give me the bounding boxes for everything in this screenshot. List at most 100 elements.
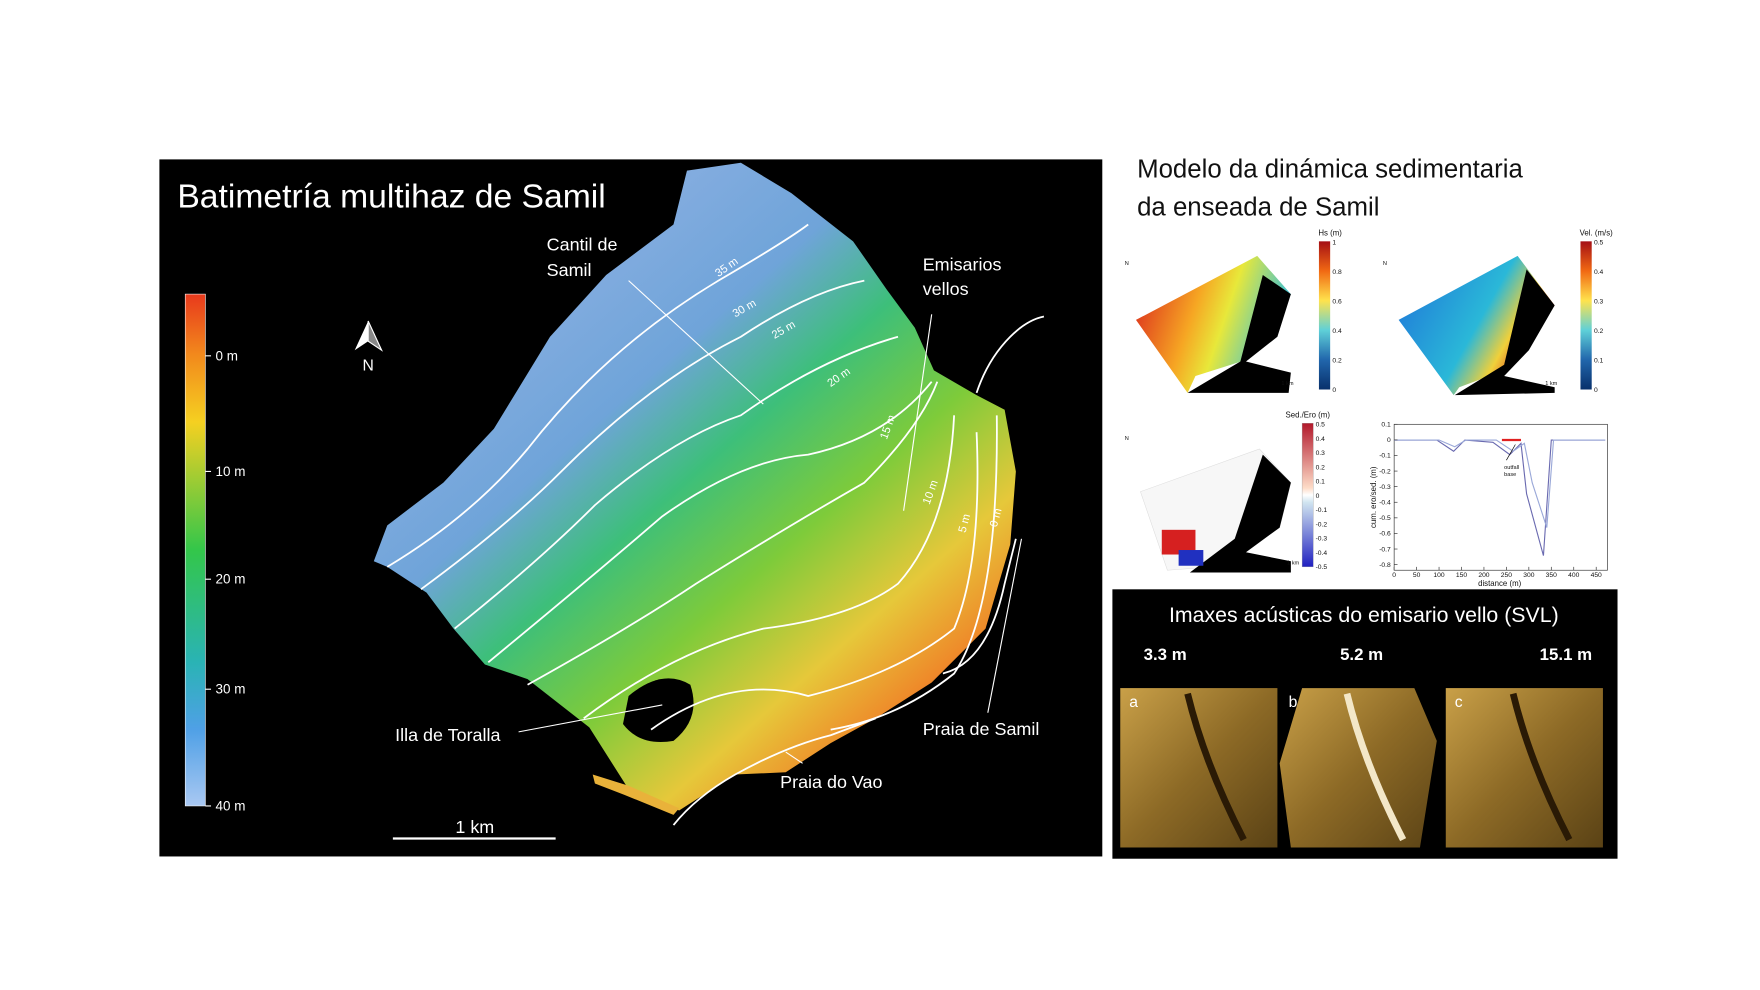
breakwater [592, 774, 680, 815]
map-scale: 1 km [1545, 381, 1557, 387]
x-tick-label: 400 [1568, 572, 1579, 579]
depth-tick-label: 30 m [216, 682, 246, 697]
scale-bar-label: 1 km [455, 817, 494, 837]
depth-tick-label: 10 m [216, 464, 246, 479]
colorbar-tick-label: -0.4 [1316, 550, 1328, 557]
image-letter: b [1289, 694, 1298, 711]
colorbar-tick-label: -0.5 [1316, 564, 1328, 571]
x-axis-label: distance (m) [1478, 579, 1522, 588]
north-label: N [1125, 436, 1129, 442]
x-tick-label: 200 [1478, 572, 1489, 579]
colorbar-tick-label: 0 [1594, 387, 1598, 394]
velocity-colorbar [1580, 241, 1592, 390]
contour-label: 0 m [988, 507, 1004, 528]
sediment-area [1178, 550, 1204, 566]
land [1454, 269, 1555, 396]
acoustic-images: 3.3 m 5.2 m 15.1 m a b c [1120, 645, 1603, 848]
depth-label: 5.2 m [1340, 645, 1383, 664]
colorbar-tick-label: -0.3 [1316, 536, 1328, 543]
y-tick-label: -0.7 [1379, 546, 1391, 553]
profile-annotation: outfall [1504, 465, 1519, 471]
map-label: Cantil de [547, 234, 618, 254]
sonar-image [1445, 688, 1603, 848]
y-tick-label: 0.1 [1381, 422, 1391, 429]
north-label: N [1125, 261, 1129, 267]
model-title: da enseada de Samil [1137, 194, 1379, 222]
depth-tick-label: 20 m [216, 572, 246, 587]
x-tick-label: 300 [1523, 572, 1534, 579]
image-letter: a [1129, 694, 1138, 711]
leader-lines [518, 280, 1023, 764]
map-label: vellos [923, 279, 969, 299]
colorbar-tick-label: 0 [1332, 387, 1336, 394]
map-label: Samil [547, 260, 592, 280]
x-tick-label: 100 [1433, 572, 1444, 579]
colorbar-tick-label: 0.2 [1316, 464, 1326, 471]
colorbar-tick-label: 0.5 [1594, 240, 1604, 247]
island [622, 678, 694, 742]
y-tick-label: -0.1 [1379, 453, 1391, 460]
land [1187, 275, 1291, 393]
colorbar-tick-label: 0.2 [1332, 357, 1342, 364]
velocity-map [1398, 255, 1555, 396]
map-label: Illa de Toralla [395, 725, 500, 745]
depth-label: 15.1 m [1540, 645, 1592, 664]
contour-lines [386, 223, 1045, 826]
x-tick-label: 150 [1456, 572, 1467, 579]
land [1189, 454, 1291, 573]
y-tick-label: -0.6 [1379, 531, 1391, 538]
acoustic-title: Imaxes acústicas do emisario vello (SVL) [1169, 603, 1559, 627]
north-label: N [363, 357, 374, 374]
depth-label: 3.3 m [1144, 645, 1187, 664]
colorbar-ticks: 1 0.8 0.6 0.4 0.2 0 0.5 0.4 0.3 0.2 0.1 0 0.5 0.4 0.3 0… [1316, 240, 1604, 571]
colorbar-tick-label: -0.1 [1316, 507, 1328, 514]
outfall-trace [1184, 692, 1247, 842]
north-label: N [1383, 261, 1387, 267]
wave-height-colorbar [1318, 241, 1331, 390]
colorbar-tick-label: -0.2 [1316, 521, 1328, 528]
depth-tick-label: 40 m [216, 798, 246, 813]
colorbar-tick-label: 0.1 [1316, 479, 1326, 486]
content: Batimetría multihaz de Samil 0 m10 m20 m… [159, 155, 1618, 859]
map-scale: 1 km [1281, 381, 1293, 387]
x-tick-label: 250 [1501, 572, 1512, 579]
x-tick-label: 450 [1591, 572, 1602, 579]
colorbar-tick-label: 0.4 [1316, 436, 1326, 443]
map-label: Emisarios [923, 255, 1002, 275]
colorbar-label: Hs (m) [1318, 229, 1342, 238]
depth-ticks: 0 m 10 m 20 m 30 m 40 m [205, 348, 245, 813]
x-tick-label: 50 [1413, 572, 1421, 579]
y-tick-label: 0 [1387, 437, 1391, 444]
profile-annotation: base [1504, 472, 1516, 478]
colorbar-tick-label: 0.4 [1594, 269, 1604, 276]
colorbar-tick-label: 0.6 [1332, 299, 1342, 306]
y-tick-label: -0.2 [1379, 468, 1391, 475]
sonar-image [1120, 688, 1278, 848]
colorbar-label: Vel. (m/s) [1580, 229, 1614, 238]
wave-height-map [1135, 255, 1291, 393]
contour-label: 5 m [957, 513, 973, 534]
y-tick-label: -0.8 [1379, 562, 1391, 569]
map-label: Praia do Vao [780, 772, 882, 792]
colorbar-tick-label: 0.3 [1316, 450, 1326, 457]
map-title: Batimetría multihaz de Samil [177, 179, 605, 216]
outfall-trace [1509, 692, 1573, 842]
depth-tick-label: 0 m [216, 348, 238, 363]
colorbar-tick-label: 0 [1316, 493, 1320, 500]
colorbar-tick-label: 0.1 [1594, 357, 1604, 364]
y-tick-label: -0.5 [1379, 515, 1391, 522]
model-title: Modelo da dinámica sedimentaria [1137, 155, 1523, 183]
map-label: Praia de Samil [923, 719, 1040, 739]
colorbar-tick-label: 1 [1332, 240, 1336, 247]
x-tick-label: 350 [1546, 572, 1557, 579]
sonar-image [1279, 688, 1437, 848]
x-tick-label: 0 [1392, 572, 1396, 579]
colorbar-tick-label: 0.2 [1594, 328, 1604, 335]
colorbar-tick-label: 0.5 [1316, 422, 1326, 429]
map-scale: 1 km [1287, 561, 1299, 567]
y-tick-label: -0.3 [1379, 484, 1391, 491]
colorbar-label: Sed./Ero (m) [1285, 411, 1330, 420]
y-axis-label: cum. ero/sed. (m) [1369, 466, 1378, 528]
